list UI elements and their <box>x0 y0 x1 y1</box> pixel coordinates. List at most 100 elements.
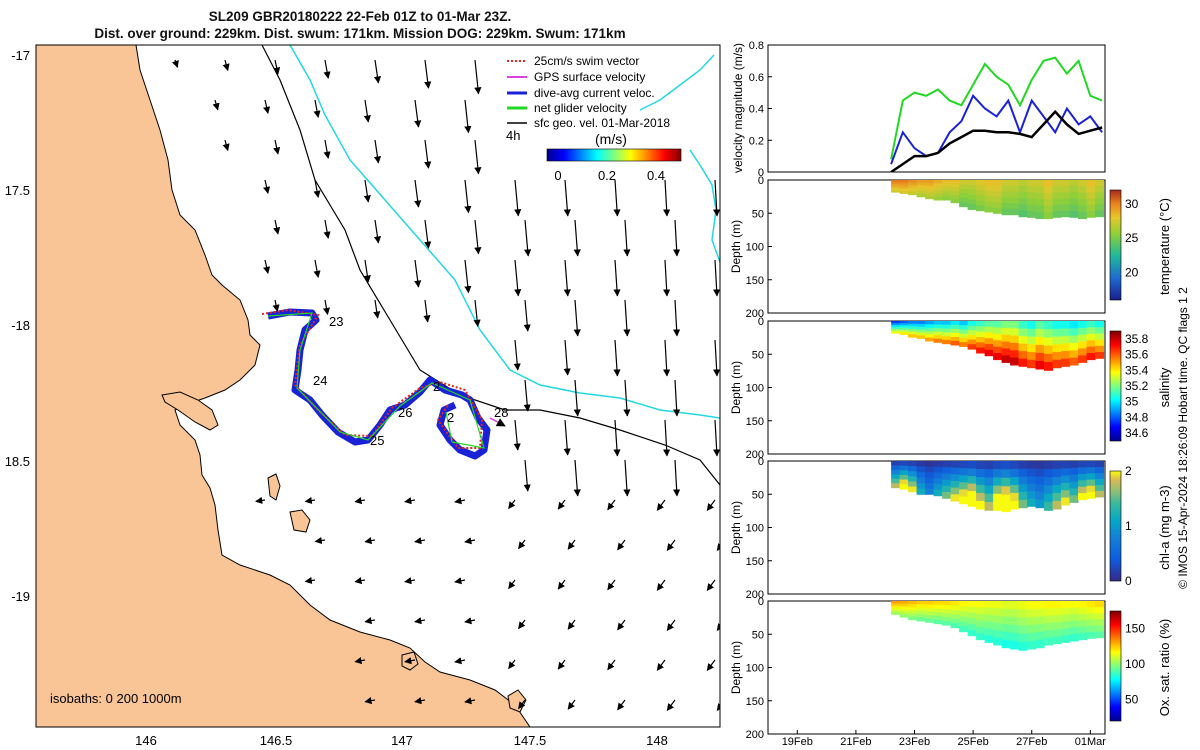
surface-current-vector <box>607 499 616 511</box>
heatmap-cell <box>899 470 909 476</box>
heatmap-cell <box>976 342 986 349</box>
heatmap-cell <box>1061 607 1071 616</box>
heatmap-cell <box>967 194 977 201</box>
heatmap-cell <box>976 469 986 478</box>
heatmap-cell <box>950 195 960 200</box>
heatmap-cell <box>959 461 969 469</box>
heatmap-cell <box>1095 467 1105 474</box>
heatmap-cell <box>1052 198 1062 206</box>
heatmap-cell <box>1061 204 1071 212</box>
heatmap-cell <box>1069 488 1079 496</box>
heatmap-cell <box>916 472 926 479</box>
heatmap-cell <box>1018 198 1028 205</box>
heatmap-cell <box>1027 359 1037 369</box>
surface-current-vector <box>557 659 566 670</box>
heatmap-cell <box>899 323 909 326</box>
surface-current-vector <box>518 539 526 550</box>
heatmap-cell <box>950 614 960 620</box>
day-label-25: 25 <box>370 433 384 448</box>
heatmap-cell <box>1010 500 1020 510</box>
heatmap-cell <box>908 329 918 333</box>
heatmap-cell <box>993 321 1003 328</box>
heatmap-cell <box>959 184 969 190</box>
x-tick-146-5: 146.5 <box>260 733 293 748</box>
heatmap-cell <box>959 475 969 483</box>
heatmap-cell <box>1069 634 1079 642</box>
heatmap-cell <box>908 334 918 338</box>
heatmap-cell <box>1001 180 1011 187</box>
surface-current-vector <box>354 497 366 505</box>
heatmap-cell <box>950 618 960 624</box>
heatmap-cell <box>925 192 935 197</box>
heatmap-cell <box>984 180 994 186</box>
heatmap-cell <box>1078 461 1088 468</box>
legend-sfcgeo-label: sfc geo. vel. 01-Mar-2018 <box>534 116 670 130</box>
heatmap-cell <box>1069 495 1079 503</box>
heatmap-cell <box>1069 321 1079 329</box>
heatmap-cell <box>959 197 969 203</box>
surface-current-vector <box>354 577 366 585</box>
heatmap-cell <box>899 475 909 481</box>
heatmap-cell <box>891 474 901 480</box>
heatmap-cell <box>1095 613 1105 620</box>
heatmap-cell <box>1010 357 1020 366</box>
heatmap-cell <box>908 182 918 186</box>
heatmap-cell <box>899 603 909 607</box>
heatmap-cell <box>1052 186 1062 193</box>
map-frame <box>35 44 721 728</box>
heatmap-cell <box>984 349 994 357</box>
heatmap-cell <box>899 180 909 183</box>
surface-current-vector <box>663 419 671 457</box>
heatmap-cell <box>942 473 952 481</box>
legend-net-label: net glider velocity <box>534 101 627 115</box>
surface-current-vector <box>716 543 720 551</box>
surface-current-vector <box>364 537 376 545</box>
heatmap-cell <box>1010 197 1020 204</box>
heatmap-cell <box>1044 353 1054 363</box>
imos-footer: © IMOS 15-Apr-2024 18:26:09 Hobart time.… <box>1176 287 1190 589</box>
surface-current-vector <box>171 59 179 68</box>
heatmap-cell <box>1035 360 1045 370</box>
heatmap-cell <box>1069 186 1079 193</box>
heatmap-cell <box>942 332 952 337</box>
heatmap-ylabel: Depth (m) <box>729 641 743 694</box>
heatmap-cell <box>1095 186 1105 193</box>
time-x-tick-label: 01Mar <box>1075 736 1107 748</box>
heatmap-cell <box>899 327 909 331</box>
day-label-26: 26 <box>398 405 412 420</box>
heatmap-cell <box>1086 186 1096 193</box>
heatmap-cell <box>1095 352 1105 359</box>
heatmap-cell <box>1061 180 1071 187</box>
heatmap-cell <box>925 337 935 342</box>
heatmap-cell <box>899 614 909 618</box>
heatmap-cell <box>1052 500 1062 510</box>
colorbar-tick-label: 35.4 <box>1125 363 1149 377</box>
heatmap-cell <box>1061 343 1071 352</box>
heatmap-cell <box>1044 469 1054 478</box>
heatmap-cell <box>959 489 969 498</box>
heatmap-cell <box>1044 637 1054 646</box>
heatmap-cell <box>993 630 1003 639</box>
heatmap-cell <box>1044 205 1054 213</box>
heatmap-cell <box>1078 486 1088 494</box>
heatmap-cell <box>950 198 960 204</box>
heatmap-cell <box>933 619 943 625</box>
heatmap-cell <box>1001 601 1011 610</box>
heatmap-cell <box>1078 355 1088 363</box>
heatmap-cell <box>925 334 935 339</box>
heatmap-cell <box>1044 345 1054 355</box>
surface-current-vector <box>212 99 220 111</box>
heatmap-cell <box>1086 607 1096 614</box>
heatmap-cell <box>1086 473 1096 481</box>
heatmap-cell <box>984 321 994 328</box>
heatmap-cell <box>899 184 909 188</box>
heatmap-cell <box>1069 211 1079 218</box>
heatmap-cell <box>1027 601 1037 610</box>
heatmap-cell <box>1044 615 1054 624</box>
heatmap-cell <box>959 188 969 194</box>
heatmap-cell <box>950 609 960 615</box>
heatmap-cell <box>984 502 994 511</box>
heatmap-cell <box>950 191 960 196</box>
heatmap-cell <box>1078 467 1088 475</box>
surface-current-vector <box>666 699 676 711</box>
